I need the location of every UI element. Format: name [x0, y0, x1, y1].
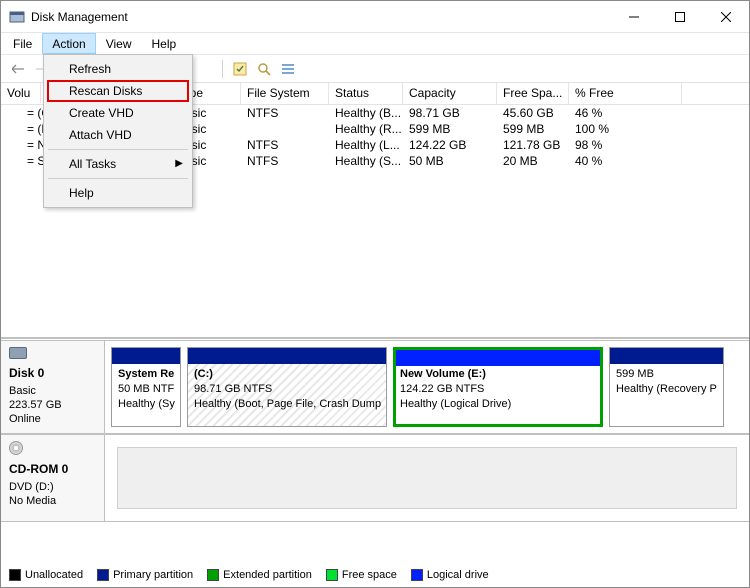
volume-title: System Re	[118, 367, 174, 382]
volume-box[interactable]: 599 MBHealthy (Recovery P	[609, 347, 724, 427]
column-header[interactable]: Capacity	[403, 83, 497, 104]
window-title: Disk Management	[31, 10, 611, 24]
menu-file[interactable]: File	[3, 33, 42, 54]
menu-help[interactable]: Help	[142, 33, 187, 54]
cd-icon	[9, 441, 23, 455]
menu-separator	[48, 149, 188, 150]
menu-item-create-vhd[interactable]: Create VHD	[47, 102, 189, 124]
action-menu-dropdown: RefreshRescan DisksCreate VHDAttach VHD A…	[43, 54, 193, 208]
legend-swatch	[326, 569, 338, 581]
table-cell: 599 MB	[403, 121, 497, 137]
maximize-button[interactable]	[657, 1, 703, 32]
titlebar: Disk Management	[1, 1, 749, 33]
legend-item: Logical drive	[411, 569, 489, 581]
menu-item-all-tasks[interactable]: All Tasks▶	[47, 153, 189, 175]
menu-item-attach-vhd[interactable]: Attach VHD	[47, 124, 189, 146]
back-button[interactable]	[7, 58, 29, 80]
table-cell: 50 MB	[403, 153, 497, 169]
legend-swatch	[97, 569, 109, 581]
legend-swatch	[9, 569, 21, 581]
menu-separator	[48, 178, 188, 179]
disk-row: CD-ROM 0DVD (D:)No Media	[1, 434, 749, 522]
disk-empty	[117, 447, 737, 509]
volume-title: New Volume (E:)	[400, 367, 596, 382]
legend: Unallocated Primary partition Extended par…	[9, 569, 489, 581]
table-cell: NTFS	[241, 153, 329, 169]
legend-item: Unallocated	[9, 569, 83, 581]
table-cell: 46 %	[569, 105, 682, 121]
submenu-chevron-icon: ▶	[175, 158, 183, 169]
volume-box[interactable]: New Volume (E:)124.22 GB NTFSHealthy (Lo…	[393, 347, 603, 427]
window-controls	[611, 1, 749, 32]
column-header[interactable]: Volu	[1, 83, 41, 103]
table-cell: Healthy (B...	[329, 105, 403, 121]
table-cell: 124.22 GB	[403, 137, 497, 153]
table-cell: 100 %	[569, 121, 682, 137]
volume-header-bar	[112, 348, 180, 364]
disk-volumes	[105, 435, 749, 521]
minimize-button[interactable]	[611, 1, 657, 32]
volume-box[interactable]: (C:)98.71 GB NTFSHealthy (Boot, Page Fil…	[187, 347, 387, 427]
disk-name: CD-ROM 0	[9, 462, 96, 478]
table-cell: 40 %	[569, 153, 682, 169]
toolbar-separator	[222, 60, 223, 78]
close-button[interactable]	[703, 1, 749, 32]
legend-swatch	[411, 569, 423, 581]
menu-item-help[interactable]: Help	[47, 182, 189, 204]
legend-item: Primary partition	[97, 569, 193, 581]
disk-row: Disk 0Basic223.57 GBOnlineSystem Re50 MB…	[1, 340, 749, 434]
column-header[interactable]: File System	[241, 83, 329, 104]
table-cell: 20 MB	[497, 153, 569, 169]
legend-swatch	[207, 569, 219, 581]
disk-icon	[9, 347, 27, 359]
legend-item: Free space	[326, 569, 397, 581]
column-header[interactable]: % Free	[569, 83, 682, 104]
menu-view[interactable]: View	[96, 33, 142, 54]
table-cell: 98.71 GB	[403, 105, 497, 121]
table-cell: Healthy (S...	[329, 153, 403, 169]
table-cell: Healthy (L...	[329, 137, 403, 153]
menu-item-refresh[interactable]: Refresh	[47, 58, 189, 80]
column-header[interactable]: Status	[329, 83, 403, 104]
disk-label[interactable]: Disk 0Basic223.57 GBOnline	[1, 341, 105, 433]
menubar: FileActionViewHelp	[1, 33, 749, 55]
legend-item: Extended partition	[207, 569, 312, 581]
volume-header-bar	[610, 348, 723, 364]
table-cell	[241, 121, 329, 137]
table-cell: 98 %	[569, 137, 682, 153]
table-cell: 121.78 GB	[497, 137, 569, 153]
properties-icon[interactable]	[253, 58, 275, 80]
disk-label[interactable]: CD-ROM 0DVD (D:)No Media	[1, 435, 105, 521]
menu-item-rescan-disks[interactable]: Rescan Disks	[47, 80, 189, 102]
list-icon[interactable]	[277, 58, 299, 80]
volume-header-bar	[396, 350, 600, 366]
disk-map-pane: Disk 0Basic223.57 GBOnlineSystem Re50 MB…	[1, 339, 749, 522]
table-cell: Healthy (R...	[329, 121, 403, 137]
table-cell: 599 MB	[497, 121, 569, 137]
app-icon	[9, 9, 25, 25]
disk-volumes: System Re50 MB NTFHealthy (Sy(C:)98.71 G…	[105, 341, 749, 433]
menu-action[interactable]: Action	[42, 33, 95, 54]
table-cell: 45.60 GB	[497, 105, 569, 121]
refresh-icon[interactable]	[229, 58, 251, 80]
table-cell: NTFS	[241, 137, 329, 153]
disk-name: Disk 0	[9, 366, 96, 382]
volume-box[interactable]: System Re50 MB NTFHealthy (Sy	[111, 347, 181, 427]
volume-header-bar	[188, 348, 386, 364]
volume-title: (C:)	[194, 367, 380, 382]
column-header[interactable]: Free Spa...	[497, 83, 569, 104]
table-cell: NTFS	[241, 105, 329, 121]
